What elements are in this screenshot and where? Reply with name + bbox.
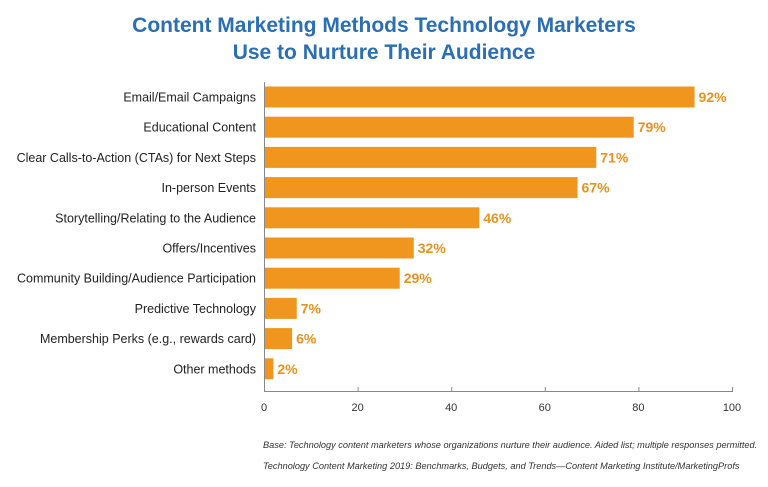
source-footnote: Technology Content Marketing 2019: Bench… [263, 461, 740, 471]
x-tick-label: 0 [261, 402, 267, 414]
category-label: Email/Email Campaigns [123, 91, 256, 105]
bar-value-label: 29% [404, 270, 433, 286]
x-tick-label: 100 [723, 402, 741, 414]
bar [264, 86, 695, 108]
bar [264, 146, 597, 168]
bar [264, 116, 634, 138]
bar-value-label: 7% [301, 300, 322, 316]
bar [264, 237, 414, 259]
category-label: Storytelling/Relating to the Audience [55, 211, 256, 225]
category-label: Offers/Incentives [162, 242, 256, 256]
category-label: Clear Calls-to-Action (CTAs) for Next St… [17, 151, 256, 165]
category-label: Membership Perks (e.g., rewards card) [40, 332, 256, 346]
bar [264, 207, 480, 229]
category-label: Community Building/Audience Participatio… [17, 272, 256, 286]
base-footnote: Base: Technology content marketers whose… [263, 440, 758, 450]
x-tick-label: 40 [445, 402, 457, 414]
chart-title-line-1: Content Marketing Methods Technology Mar… [132, 14, 636, 37]
bar-value-label: 67% [582, 180, 611, 196]
bar-value-label: 79% [638, 119, 667, 135]
bar [264, 297, 297, 319]
chart-title: Content Marketing Methods Technology Mar… [0, 12, 768, 66]
bar-value-label: 71% [600, 149, 629, 165]
bar-value-label: 2% [277, 361, 298, 377]
x-tick-label: 60 [539, 402, 551, 414]
category-label: Predictive Technology [135, 302, 257, 316]
bar [264, 267, 400, 289]
bar [264, 177, 578, 199]
bar [264, 328, 293, 350]
bar [264, 358, 274, 380]
bar-value-label: 46% [483, 210, 512, 226]
chart-title-line-2: Use to Nurture Their Audience [232, 41, 536, 64]
x-tick-label: 20 [351, 402, 363, 414]
x-tick-label: 80 [632, 402, 644, 414]
bar-value-label: 92% [699, 89, 728, 105]
bar-value-label: 32% [418, 240, 447, 256]
bar-value-label: 6% [296, 331, 317, 347]
category-label: Educational Content [143, 121, 256, 135]
category-label: In-person Events [162, 181, 257, 195]
category-label: Other methods [173, 362, 256, 376]
